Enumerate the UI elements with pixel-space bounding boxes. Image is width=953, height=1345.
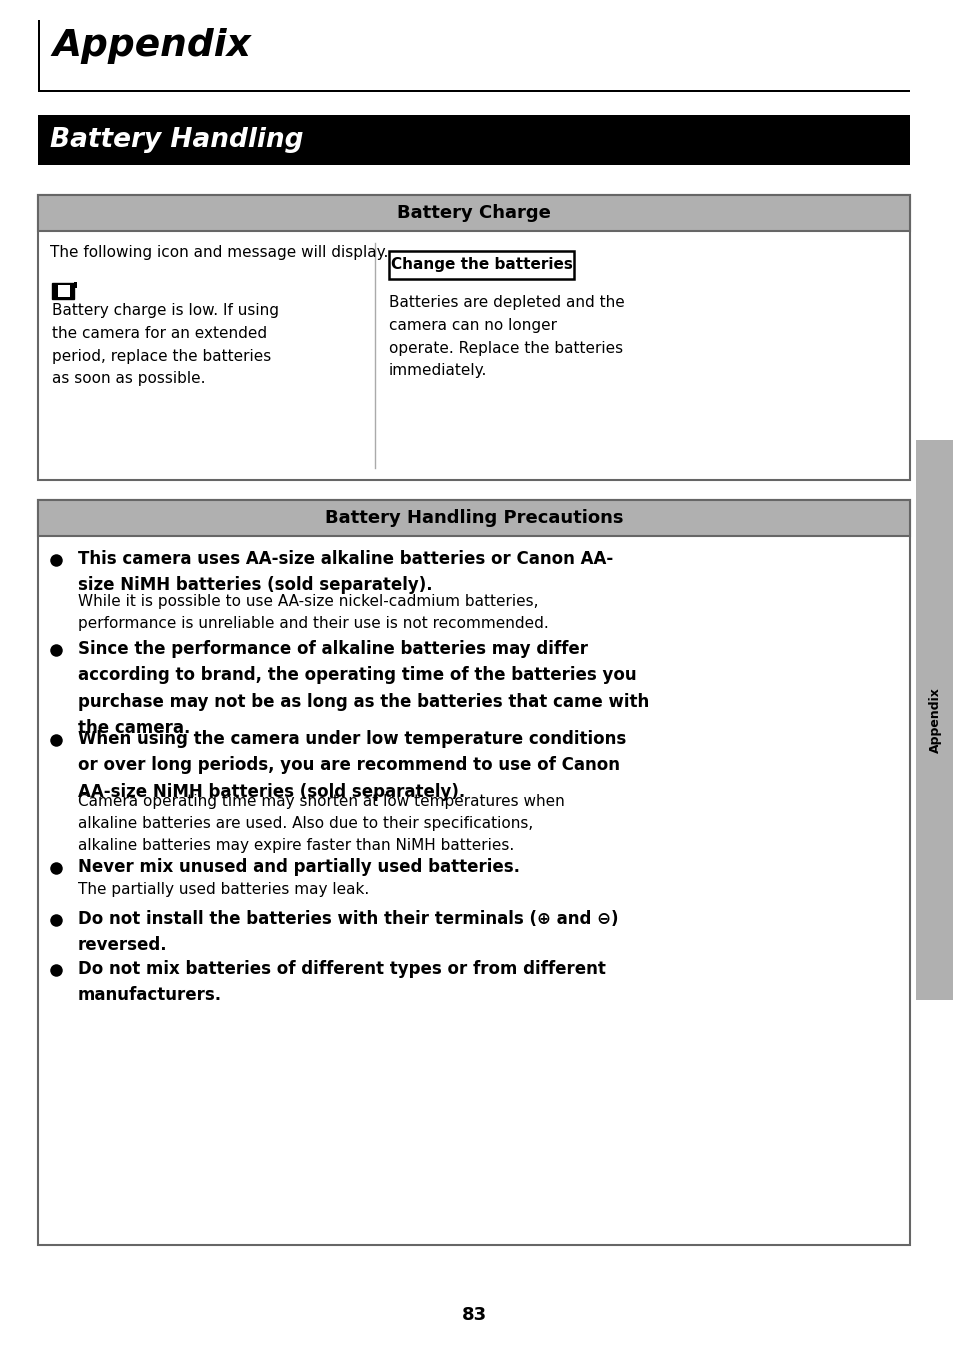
Text: Appendix: Appendix [927,687,941,753]
Bar [74,282,77,288]
Text: Never mix unused and partially used batteries.: Never mix unused and partially used batt… [78,858,519,876]
Text: Change the batteries: Change the batteries [390,257,572,273]
Text: The following icon and message will display.: The following icon and message will disp… [50,245,388,260]
Bar [38,90,909,91]
Text: Battery Handling: Battery Handling [50,126,303,153]
Bar [38,20,40,91]
Text: While it is possible to use AA-size nickel-cadmium batteries,
performance is unr: While it is possible to use AA-size nick… [78,594,548,631]
Text: Do not install the batteries with their terminals (⊕ and ⊖)
reversed.: Do not install the batteries with their … [78,911,618,955]
Bar [38,195,909,231]
Bar [38,195,909,480]
Text: Since the performance of alkaline batteries may differ
according to brand, the o: Since the performance of alkaline batter… [78,640,649,737]
Bar [38,500,909,537]
Bar [52,282,74,299]
Text: When using the camera under low temperature conditions
or over long periods, you: When using the camera under low temperat… [78,730,625,800]
Text: Battery Charge: Battery Charge [396,204,551,222]
Bar [38,500,909,1245]
Text: Battery Handling Precautions: Battery Handling Precautions [324,508,622,527]
Bar [389,252,574,278]
Bar [38,116,909,165]
Text: This camera uses AA-size alkaline batteries or Canon AA-
size NiMH batteries (so: This camera uses AA-size alkaline batter… [78,550,613,594]
Text: Batteries are depleted and the
camera can no longer
operate. Replace the batteri: Batteries are depleted and the camera ca… [389,295,624,378]
Text: The partially used batteries may leak.: The partially used batteries may leak. [78,882,369,897]
Text: Do not mix batteries of different types or from different
manufacturers.: Do not mix batteries of different types … [78,960,605,1005]
Bar [54,285,70,297]
Bar [54,285,58,297]
Text: Appendix: Appendix [52,28,251,65]
Text: Battery charge is low. If using
the camera for an extended
period, replace the b: Battery charge is low. If using the came… [52,303,278,386]
Text: 83: 83 [461,1306,486,1323]
Text: Camera operating time may shorten at low temperatures when
alkaline batteries ar: Camera operating time may shorten at low… [78,794,564,853]
Bar [915,440,953,999]
